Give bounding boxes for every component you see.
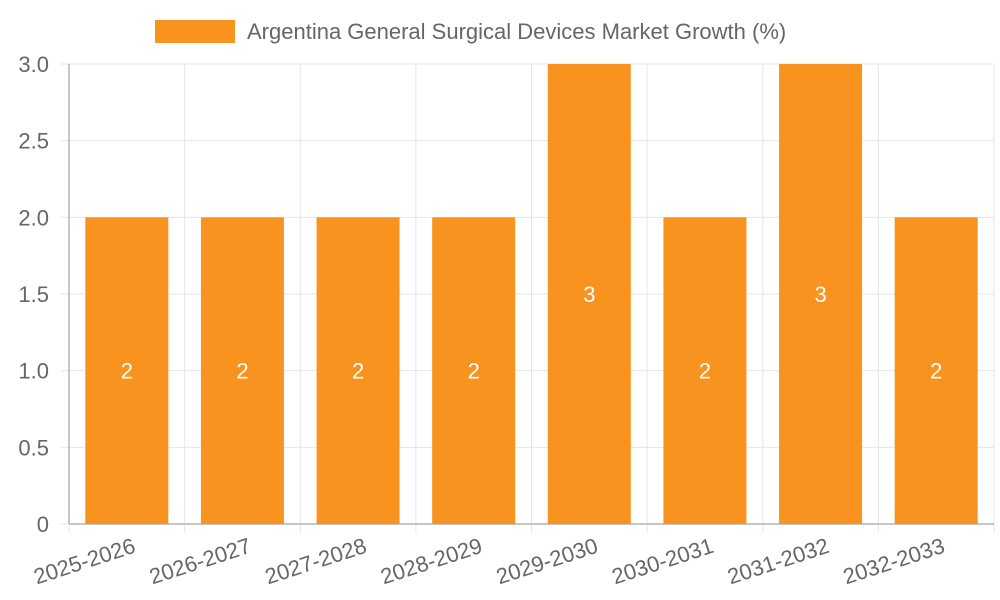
- y-tick-label: 2.5: [18, 129, 49, 154]
- x-axis-tick-labels: 2025-2026 2026-2027 2027-2028 2028-2029 2029…: [31, 533, 948, 589]
- bar: [200, 217, 284, 525]
- bar: [85, 217, 169, 525]
- bar: [663, 217, 747, 525]
- bar-value-label: 3: [814, 282, 826, 307]
- bar: [316, 217, 400, 525]
- y-tick-label: 0: [37, 512, 49, 537]
- bar-value-label: 2: [352, 359, 364, 384]
- bar-value-label: 3: [583, 282, 595, 307]
- bar: [894, 217, 978, 525]
- x-tick-label: 2026-2027: [146, 533, 254, 589]
- bar-value-label: 2: [468, 359, 480, 384]
- y-tick-label: 1.0: [18, 359, 49, 384]
- x-tick-label: 2028-2029: [377, 533, 485, 589]
- bar: [547, 64, 631, 524]
- y-tick-label: 2.0: [18, 205, 49, 230]
- bar-value-label: 2: [699, 359, 711, 384]
- x-tick-label: 2029-2030: [493, 533, 601, 589]
- legend-label: Argentina General Surgical Devices Marke…: [247, 19, 786, 44]
- legend-swatch: [155, 20, 235, 43]
- x-tick-label: 2027-2028: [262, 533, 370, 589]
- y-tick-label: 3.0: [18, 52, 49, 77]
- bars: [85, 64, 978, 525]
- bar-value-labels: 2 2 2 2 3 2 3 2: [121, 282, 943, 384]
- y-tick-label: 1.5: [18, 282, 49, 307]
- x-tick-label: 2031-2032: [724, 533, 832, 589]
- bar-value-label: 2: [236, 359, 248, 384]
- bar: [779, 64, 863, 524]
- x-tick-label: 2025-2026: [31, 533, 139, 589]
- legend[interactable]: Argentina General Surgical Devices Marke…: [155, 19, 786, 44]
- y-axis-tick-labels: 0 0.5 1.0 1.5 2.0 2.5 3.0: [18, 52, 49, 537]
- x-tick-label: 2032-2033: [840, 533, 948, 589]
- bar-value-label: 2: [930, 359, 942, 384]
- y-tick-label: 0.5: [18, 435, 49, 460]
- x-tick-label: 2030-2031: [609, 533, 717, 589]
- bar: [432, 217, 516, 525]
- bar-value-label: 2: [121, 359, 133, 384]
